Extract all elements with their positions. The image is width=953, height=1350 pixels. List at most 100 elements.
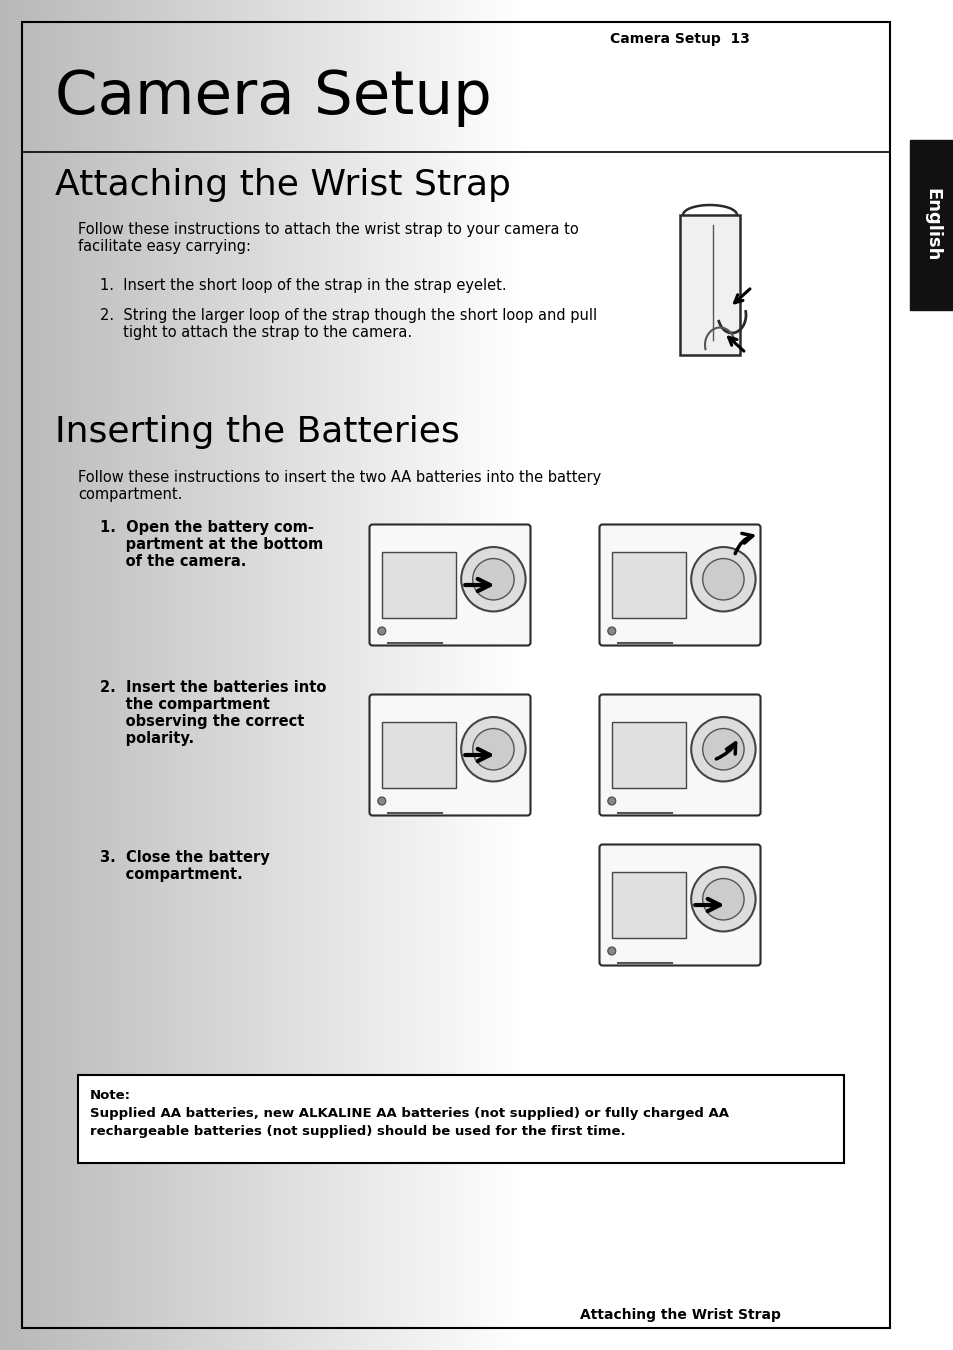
Bar <box>489 0 490 1350</box>
Bar <box>191 0 193 1350</box>
Bar <box>694 0 696 1350</box>
Bar <box>611 722 685 788</box>
FancyBboxPatch shape <box>369 525 530 645</box>
Bar <box>468 0 469 1350</box>
Bar <box>706 0 708 1350</box>
Bar <box>238 0 240 1350</box>
Bar <box>917 0 918 1350</box>
Text: rechargeable batteries (not supplied) should be used for the first time.: rechargeable batteries (not supplied) sh… <box>90 1125 625 1138</box>
Bar <box>45 0 46 1350</box>
Bar <box>835 0 837 1350</box>
Bar <box>950 0 951 1350</box>
Bar <box>76 0 78 1350</box>
Bar <box>340 0 342 1350</box>
Bar <box>946 0 948 1350</box>
Bar <box>844 0 846 1350</box>
Bar <box>133 0 135 1350</box>
Bar <box>570 0 571 1350</box>
Bar <box>734 0 735 1350</box>
Circle shape <box>460 547 525 612</box>
Bar <box>375 0 377 1350</box>
Bar <box>837 0 839 1350</box>
Bar <box>508 0 509 1350</box>
Bar <box>651 0 652 1350</box>
Bar <box>563 0 565 1350</box>
Bar <box>252 0 253 1350</box>
Bar <box>794 0 796 1350</box>
Bar <box>865 0 867 1350</box>
Bar <box>558 0 560 1350</box>
Bar <box>223 0 224 1350</box>
Bar <box>781 0 782 1350</box>
Bar <box>19 0 21 1350</box>
Bar <box>320 0 321 1350</box>
Bar <box>732 0 734 1350</box>
Bar <box>452 0 454 1350</box>
Bar <box>552 0 554 1350</box>
Bar <box>822 0 824 1350</box>
Bar <box>660 0 661 1350</box>
Bar <box>89 0 91 1350</box>
Bar <box>382 0 383 1350</box>
Bar <box>161 0 162 1350</box>
Bar <box>2 0 3 1350</box>
Bar <box>499 0 501 1350</box>
Bar <box>21 0 22 1350</box>
Bar <box>696 0 697 1350</box>
Bar <box>797 0 799 1350</box>
Bar <box>406 0 407 1350</box>
Bar <box>740 0 741 1350</box>
Bar <box>898 0 899 1350</box>
Bar <box>875 0 877 1350</box>
Bar <box>88 0 89 1350</box>
Bar <box>113 0 114 1350</box>
Bar <box>219 0 221 1350</box>
Bar <box>29 0 30 1350</box>
Bar <box>820 0 821 1350</box>
Bar <box>119 0 121 1350</box>
Bar <box>78 1075 843 1162</box>
Bar <box>38 0 40 1350</box>
Bar <box>547 0 549 1350</box>
Bar <box>613 0 614 1350</box>
Bar <box>872 0 874 1350</box>
Bar <box>889 0 891 1350</box>
Bar <box>896 0 898 1350</box>
Bar <box>775 0 777 1350</box>
Bar <box>578 0 579 1350</box>
Bar <box>638 0 639 1350</box>
Bar <box>901 0 902 1350</box>
Bar <box>183 0 185 1350</box>
Bar <box>759 0 760 1350</box>
Bar <box>801 0 803 1350</box>
Bar <box>848 0 849 1350</box>
Bar <box>611 0 613 1350</box>
Bar <box>644 0 646 1350</box>
Bar <box>751 0 753 1350</box>
Bar <box>691 0 692 1350</box>
Bar <box>256 0 257 1350</box>
Text: partment at the bottom: partment at the bottom <box>100 537 323 552</box>
Bar <box>942 0 943 1350</box>
Bar <box>91 0 92 1350</box>
Circle shape <box>607 946 615 954</box>
Bar <box>856 0 858 1350</box>
Circle shape <box>377 796 385 805</box>
Bar <box>479 0 480 1350</box>
Bar <box>926 0 927 1350</box>
Bar <box>827 0 829 1350</box>
Bar <box>30 0 31 1350</box>
Bar <box>93 0 95 1350</box>
Bar <box>447 0 449 1350</box>
Bar <box>673 0 675 1350</box>
Bar <box>154 0 156 1350</box>
Bar <box>689 0 691 1350</box>
Bar <box>846 0 848 1350</box>
Bar <box>315 0 316 1350</box>
Bar <box>409 0 411 1350</box>
Bar <box>905 0 907 1350</box>
Bar <box>420 0 421 1350</box>
Bar <box>281 0 283 1350</box>
Bar <box>501 0 503 1350</box>
Bar <box>743 0 744 1350</box>
